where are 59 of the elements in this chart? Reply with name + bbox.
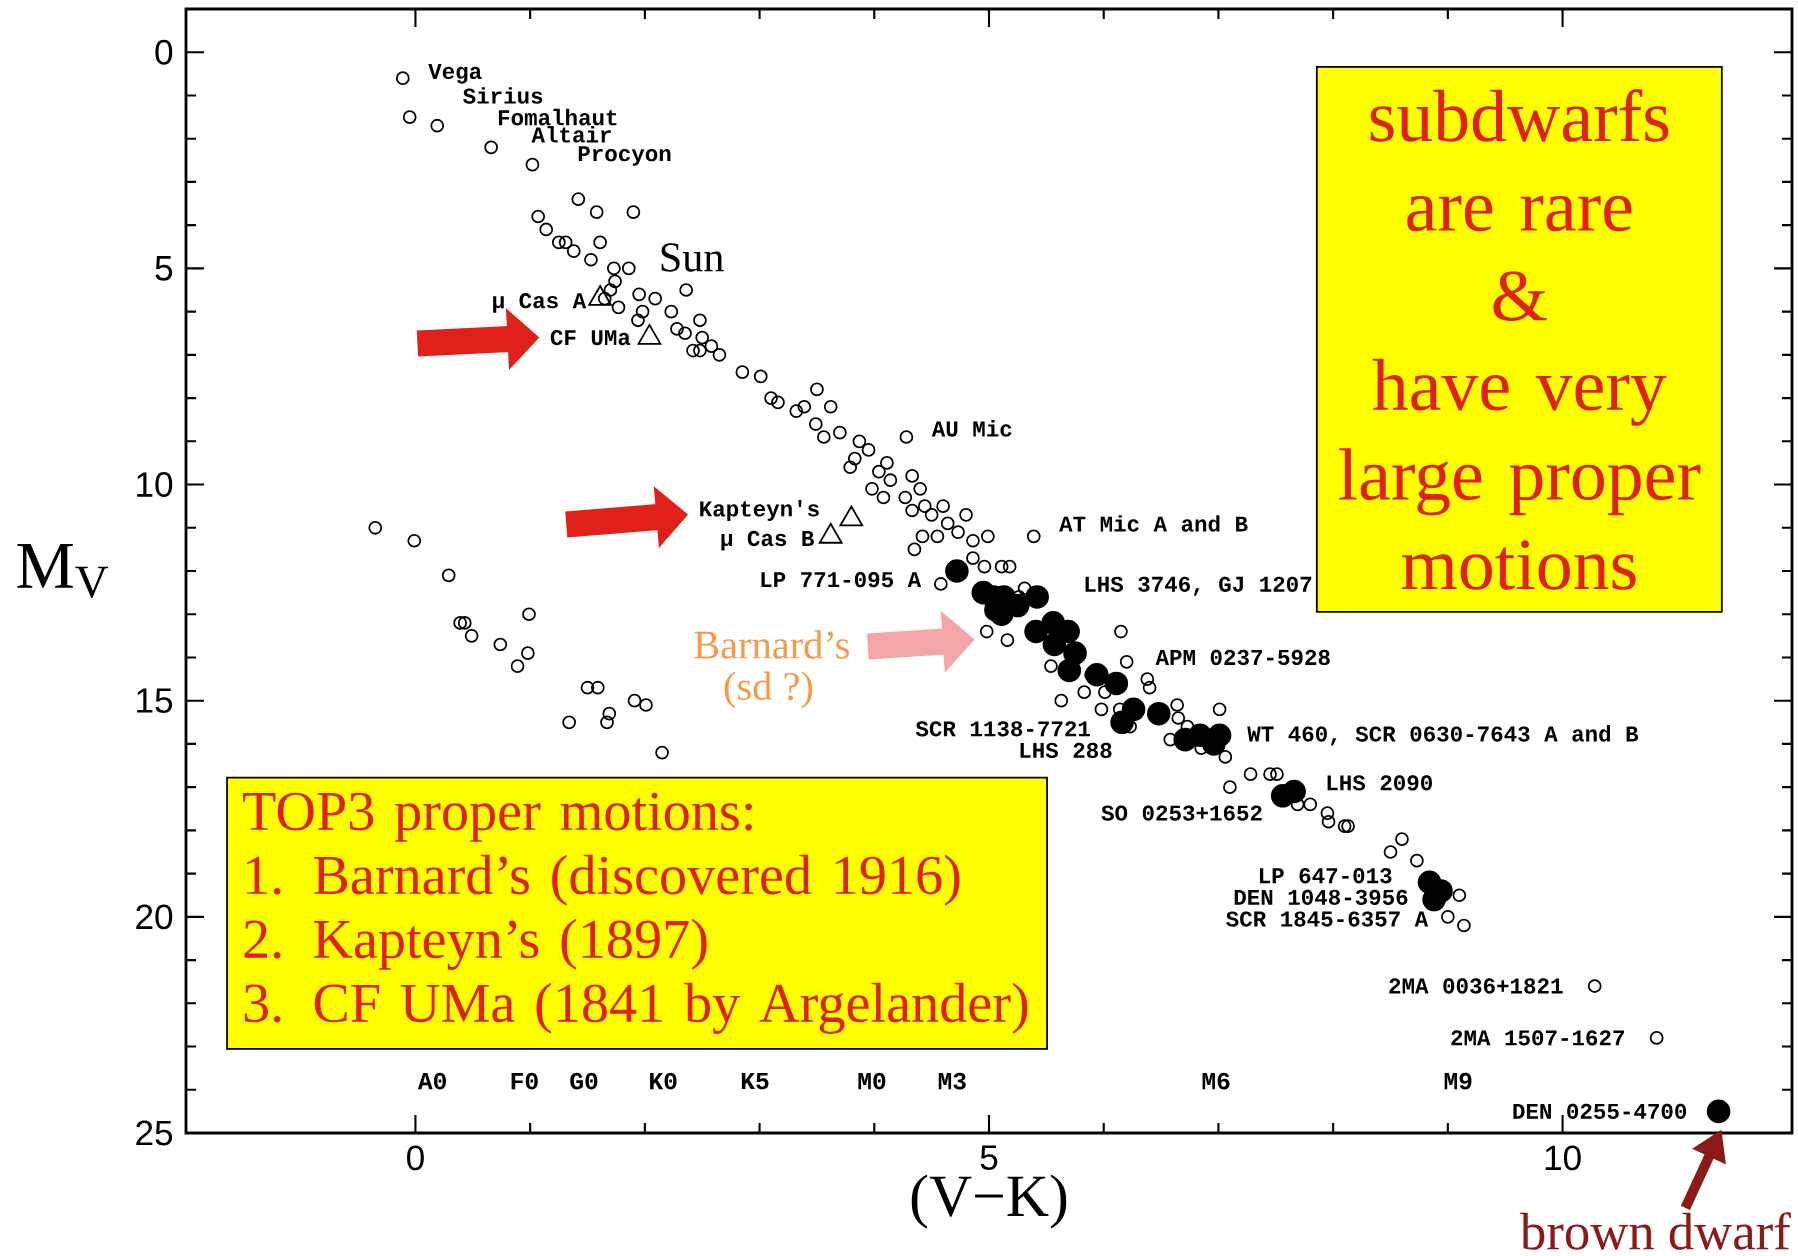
annotation: LHS 3746, GJ 1207 <box>1085 576 1312 596</box>
annotation: 2MA 0036+1821 <box>1389 978 1563 994</box>
annotation: 2MA 1507-1627 <box>1451 1030 1624 1046</box>
annotation: SCR 1138-7721 <box>915 721 1090 737</box>
x-tick-label: 10 <box>1545 1145 1581 1171</box>
annotation: LP 647-013 <box>1259 868 1392 884</box>
annotation: M3 <box>938 1072 966 1090</box>
annotation: Barnard’s <box>694 630 849 659</box>
y-tick-label: 10 <box>137 472 173 497</box>
y-tick-label: 5 <box>155 256 173 281</box>
annotation: LHS 2090 <box>1327 775 1432 791</box>
annotation: LHS 288 <box>1020 742 1112 759</box>
y-axis-title: M$_{V}$ <box>17 543 109 599</box>
annotation: Fomalhaut <box>498 108 617 126</box>
annotation: μ Cas A <box>493 293 587 313</box>
annotation: Sirius <box>463 87 543 104</box>
annotation: Altair <box>531 126 611 143</box>
y-tick-label: 20 <box>136 904 173 930</box>
annotation: 1. Barnard’s (discovered 1916) <box>247 854 960 906</box>
annotation: APM 0237-5928 <box>1155 649 1330 666</box>
annotation: F0 <box>511 1072 538 1090</box>
annotation: 3. CF UMa (1841 by Argelander) <box>244 982 1028 1034</box>
annotation: have very <box>1372 358 1667 426</box>
annotation: LP 771-095 A <box>761 572 922 588</box>
annotation: WT 460, SCR 0630-7643 A and B <box>1247 725 1639 746</box>
annotation: SO 0253+1652 <box>1101 805 1262 821</box>
text: brown dwarf <box>1519 1212 1791 1250</box>
annotation: DEN 1048-3956 <box>1234 889 1408 906</box>
y-tick-label: 15 <box>137 688 173 713</box>
annotation: K0 <box>650 1072 677 1090</box>
annotation: Procyon <box>578 146 671 166</box>
annotation: AU Mic <box>931 420 1012 437</box>
annotation: large proper <box>1339 448 1701 516</box>
x-tick-label: 0 <box>407 1145 424 1171</box>
annotation: A0 <box>417 1072 446 1090</box>
y-tick-label: 0 <box>155 39 173 65</box>
annotation: SCR 1845-6357 A <box>1226 911 1429 927</box>
annotation: μ Cas B <box>721 530 814 551</box>
annotation: (sd ?) <box>724 671 813 709</box>
annotation: G0 <box>570 1072 598 1090</box>
annotation: 2. Kapteyn’s (1897) <box>244 918 707 970</box>
annotation: are rare <box>1407 195 1632 232</box>
annotation: M6 <box>1202 1072 1230 1090</box>
annotation: CF UMa <box>550 329 631 346</box>
x-tick-label: 5 <box>980 1145 998 1170</box>
annotation: M0 <box>858 1072 886 1090</box>
annotation: subdwarfs <box>1370 89 1669 142</box>
x-axis-title: (V−K) <box>911 1174 1067 1229</box>
annotation: & <box>1493 271 1547 321</box>
annotation: K5 <box>741 1072 769 1090</box>
annotation: Kapteyn's <box>700 500 819 522</box>
y-tick-label: 25 <box>136 1120 173 1146</box>
annotation: DEN 0255-4700 <box>1513 1103 1687 1120</box>
annotation: Vega <box>428 64 482 84</box>
annotation: Sun <box>661 243 724 272</box>
annotation: motions <box>1401 540 1636 590</box>
annotation: M9 <box>1444 1072 1472 1090</box>
annotation: TOP3 proper motions: <box>243 792 752 842</box>
annotation: AT Mic A and B <box>1059 515 1248 532</box>
